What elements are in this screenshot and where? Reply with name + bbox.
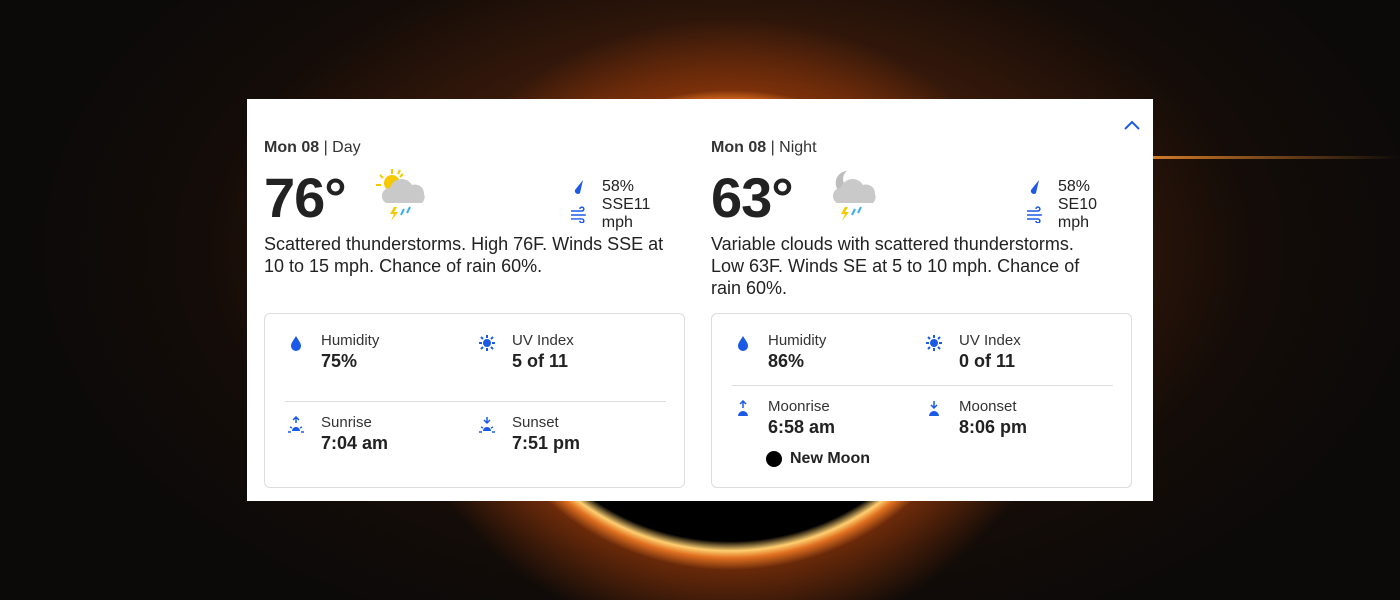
humidity-drop-icon	[291, 336, 301, 351]
day-meta: 58% SSE11 mph	[570, 173, 685, 231]
uv-value: 0 of 11	[959, 351, 1016, 371]
day-description: Scattered thunderstorms. High 76F. Winds…	[264, 234, 664, 276]
wind-icon	[1026, 205, 1042, 223]
uv-label: UV Index	[512, 332, 574, 349]
humidity-value: 75%	[321, 351, 358, 371]
day-column: Mon 08 | Day 76° 58% SSE11 mph Scattered…	[264, 139, 685, 488]
moonset-icon	[929, 401, 939, 416]
humidity-value: 86%	[768, 351, 805, 371]
moonset-item: Moonset 8:06 pm	[925, 398, 1027, 438]
humidity-drop-icon	[738, 336, 748, 351]
date-label: Mon 08	[264, 139, 320, 156]
precipitation-drop-icon	[1030, 179, 1039, 194]
precip-value: 58%	[602, 177, 635, 195]
sunset-label: Sunset	[512, 414, 559, 431]
uv-value: 5 of 11	[512, 351, 569, 371]
period-label: Night	[779, 139, 817, 156]
humidity-item: Humidity 75%	[287, 332, 379, 372]
humidity-label: Humidity	[768, 332, 827, 349]
divider	[285, 401, 666, 402]
sunrise-item: Sunrise 7:04 am	[287, 414, 388, 454]
wind-value: SE10 mph	[1057, 195, 1097, 231]
sunset-icon	[479, 417, 495, 433]
sunset-value: 7:51 pm	[512, 433, 581, 453]
daypart-details-card: Mon 08 | Day 76° 58% SSE11 mph Scattered…	[247, 99, 1153, 501]
day-details-box: Humidity 75% UV Index 5 of 11 Sunrise 7:04 …	[264, 313, 685, 488]
scattered-thunderstorms-day-icon	[376, 169, 425, 221]
night-temperature: 63°	[711, 166, 794, 229]
sunrise-value: 7:04 am	[321, 433, 389, 453]
uv-sun-icon	[926, 335, 942, 351]
sunrise-icon	[288, 416, 304, 433]
sunset-item: Sunset 7:51 pm	[478, 414, 580, 454]
period-label: Day	[332, 139, 361, 156]
night-details-box: Humidity 86% UV Index 0 of 11 Moonrise 6:58…	[711, 313, 1132, 488]
uv-label: UV Index	[959, 332, 1021, 349]
lens-flare	[1150, 156, 1400, 159]
night-meta: 58% SE10 mph	[1026, 173, 1132, 231]
date-label: Mon 08	[711, 139, 767, 156]
night-column: Mon 08 | Night 63° 58% SE10 mph Variable…	[711, 139, 1132, 488]
sunrise-label: Sunrise	[321, 414, 372, 431]
moon-phase-label: New Moon	[790, 450, 870, 467]
divider	[732, 385, 1113, 386]
humidity-item: Humidity 86%	[734, 332, 826, 372]
night-date: Mon 08 | Night	[711, 139, 817, 156]
uv-sun-icon	[479, 335, 495, 351]
humidity-label: Humidity	[321, 332, 380, 349]
moonrise-value: 6:58 am	[768, 417, 836, 437]
moon-phase: New Moon	[766, 450, 870, 468]
uv-item: UV Index 0 of 11	[925, 332, 1021, 372]
moonrise-icon	[738, 400, 748, 416]
day-date: Mon 08 | Day	[264, 139, 361, 156]
wind-value: SSE11 mph	[601, 195, 651, 231]
moonrise-item: Moonrise 6:58 am	[734, 398, 835, 438]
chevron-up-icon[interactable]	[1123, 119, 1141, 131]
moonset-value: 8:06 pm	[959, 417, 1028, 437]
moonset-label: Moonset	[959, 398, 1017, 415]
uv-item: UV Index 5 of 11	[478, 332, 574, 372]
wind-icon	[570, 205, 586, 223]
moonrise-label: Moonrise	[768, 398, 830, 415]
scattered-thunderstorms-night-icon	[832, 171, 876, 221]
day-temperature: 76°	[264, 166, 347, 229]
new-moon-icon	[766, 451, 782, 467]
precip-value: 58%	[1058, 177, 1091, 195]
precipitation-drop-icon	[574, 179, 583, 194]
night-description: Variable clouds with scattered thunderst…	[711, 234, 1080, 298]
